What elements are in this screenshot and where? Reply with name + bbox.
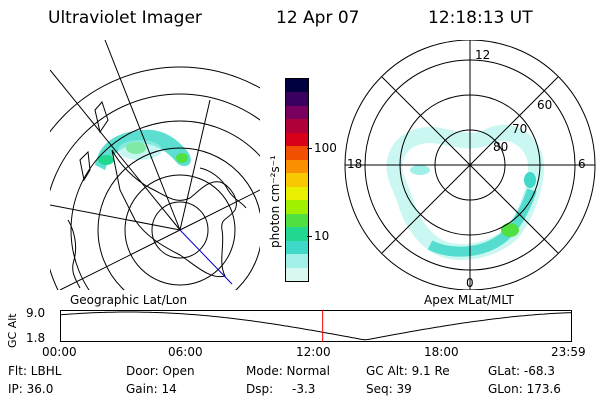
image-time: 12:18:13 UT [428,8,533,28]
altitude-xtick-0000: 00:00 [42,345,77,359]
colorbar-segment [286,159,308,174]
altitude-xtick-1200: 12:00 [296,345,331,359]
altitude-ylabel: GC Alt [6,313,19,348]
colorbar-segment [286,267,308,282]
dsp-label: Dsp: [246,382,274,396]
ip-status: IP: 36.0 [8,382,54,396]
altitude-plot [60,310,572,342]
altitude-ylabel-wrap: GC Alt [6,306,20,352]
colorbar [285,78,309,282]
gc-alt-status: GC Alt: 9.1 Re [366,364,450,378]
colorbar-segment [286,105,308,120]
mlt-label-18: 18 [347,157,363,171]
colorbar-tick-10: 10 [314,229,330,243]
seq-status: Seq: 39 [366,382,412,396]
colorbar-unit: photon cm⁻²s⁻¹ [268,155,282,248]
colorbar-segment [286,227,308,241]
colorbar-segment [286,254,308,268]
mlt-label-6: 6 [578,157,586,171]
glat-status: GLat: -68.3 [488,364,555,378]
apex-aurora-emission [386,124,544,260]
mode-status: Mode: Normal [246,364,330,378]
colorbar-segment [286,186,308,201]
apex-polar-plot [344,40,596,290]
mlt-label-0: 0 [466,276,474,290]
app-title: Ultraviolet Imager [48,8,202,28]
filter-status: Flt: LBHL [8,364,62,378]
colorbar-segment [286,173,308,187]
colorbar-segment [286,132,308,147]
colorbar-segment [286,200,308,214]
mlt-label-12: 12 [475,48,491,62]
colorbar-segment [286,79,308,93]
colorbar-tick-100: 100 [314,141,337,155]
colorbar-tick-mark [307,148,312,149]
mlat-label-70: 70 [512,122,528,136]
colorbar-segment [286,119,308,133]
colorbar-segment [286,146,308,160]
door-status: Door: Open [126,364,195,378]
dsp-value: -3.3 [292,382,316,396]
geo-map-caption: Geographic Lat/Lon [70,293,188,307]
colorbar-segment [286,92,308,106]
colorbar-unit-label: photon cm⁻²s⁻¹ [268,88,282,258]
gain-status: Gain: 14 [126,382,177,396]
image-date: 12 Apr 07 [276,8,360,28]
mlat-label-80: 80 [493,140,509,154]
colorbar-segment [286,240,308,255]
apex-map-caption: Apex MLat/MLT [424,293,514,307]
colorbar-tick-mark [307,236,312,237]
altitude-xtick-2359: 23:59 [551,345,586,359]
altitude-ytick-high: 9.0 [26,306,46,320]
glon-status: GLon: 173.6 [488,382,561,396]
altitude-ytick-low: 1.8 [26,331,46,345]
altitude-curve [60,311,572,341]
altitude-xtick-0600: 06:00 [168,345,203,359]
altitude-xtick-1800: 18:00 [424,345,459,359]
colorbar-segment [286,213,308,228]
mlat-label-60: 60 [537,98,553,112]
geographic-map [50,40,260,290]
